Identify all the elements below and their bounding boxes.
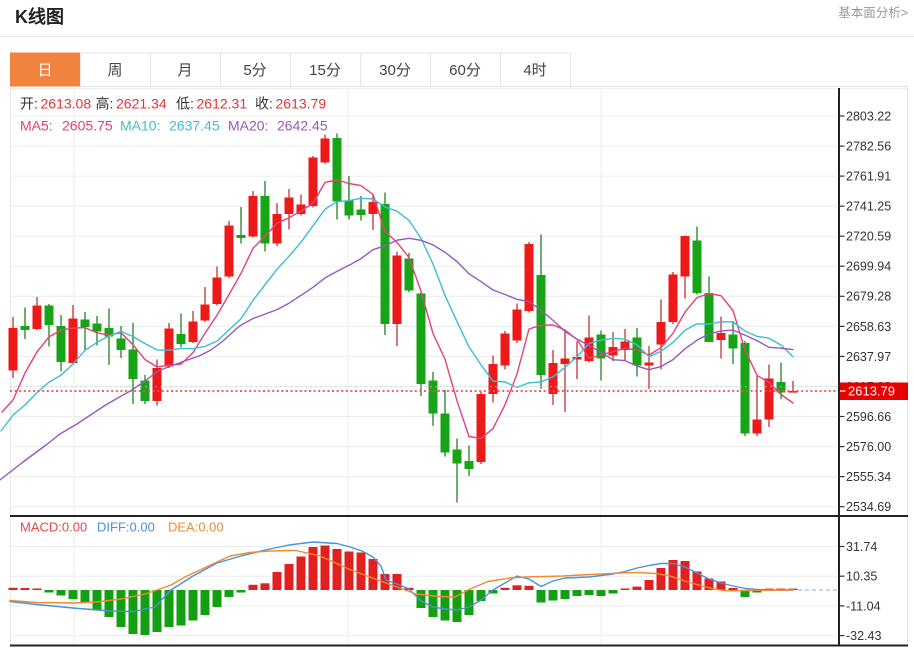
svg-text:10.35: 10.35	[846, 570, 877, 584]
svg-text:MACD:0.00: MACD:0.00	[20, 520, 87, 535]
svg-text:2534.69: 2534.69	[846, 500, 891, 514]
svg-text:15分: 15分	[309, 62, 341, 79]
svg-text:31.74: 31.74	[846, 540, 877, 554]
svg-text:DEA:0.00: DEA:0.00	[168, 520, 224, 535]
svg-text:日: 日	[37, 62, 52, 79]
svg-text:2637.97: 2637.97	[846, 350, 891, 364]
svg-text:2741.25: 2741.25	[846, 200, 891, 214]
svg-text:2576.00: 2576.00	[846, 440, 891, 454]
svg-text:2699.94: 2699.94	[846, 260, 891, 274]
svg-text:-32.43: -32.43	[846, 629, 881, 643]
svg-text:基本面分析>: 基本面分析>	[838, 6, 908, 20]
svg-text:30分: 30分	[379, 62, 411, 79]
svg-text:2555.34: 2555.34	[846, 470, 891, 484]
svg-text:5分: 5分	[243, 62, 266, 79]
svg-text:2782.56: 2782.56	[846, 140, 891, 154]
svg-text:2596.66: 2596.66	[846, 410, 891, 424]
svg-text:2613.79: 2613.79	[848, 384, 895, 399]
svg-text:2761.91: 2761.91	[846, 170, 891, 184]
svg-text:2679.28: 2679.28	[846, 290, 891, 304]
svg-text:DIFF:0.00: DIFF:0.00	[97, 520, 155, 535]
svg-text:60分: 60分	[449, 62, 481, 79]
svg-text:周: 周	[107, 62, 122, 79]
svg-text:2720.59: 2720.59	[846, 230, 891, 244]
svg-text:2803.22: 2803.22	[846, 109, 891, 123]
svg-text:K线图: K线图	[15, 6, 64, 27]
svg-text:月: 月	[177, 62, 192, 79]
svg-text:4时: 4时	[523, 62, 546, 79]
svg-text:2658.63: 2658.63	[846, 320, 891, 334]
svg-text:-11.04: -11.04	[846, 599, 881, 613]
